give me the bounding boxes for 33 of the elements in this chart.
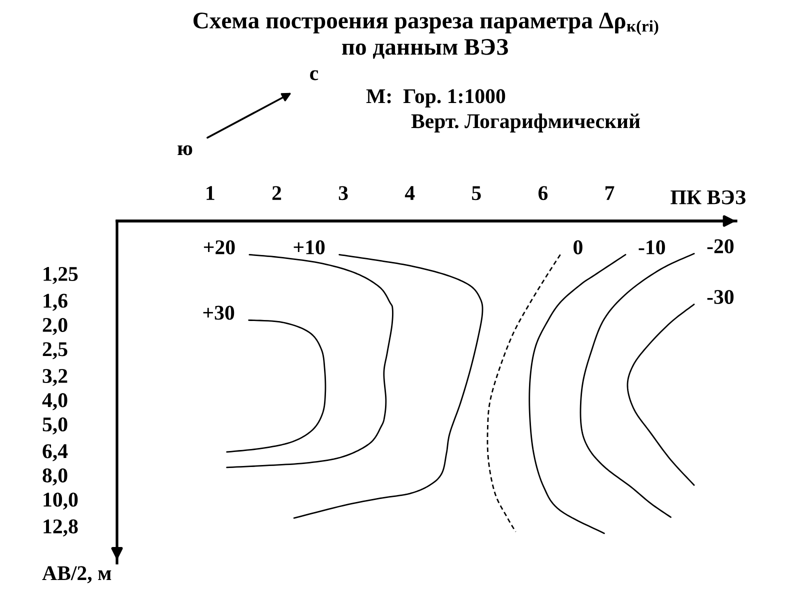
text: М: Гор. 1:1000 [366,89,506,108]
x-tick-label: 1 [206,186,214,200]
y-tick-label: 1,25 [44,267,78,284]
x-tick-label: 6 [538,186,548,200]
text: с [310,70,318,80]
y-tick-label: 4,0 [42,393,68,410]
x-tick-label: 5 [472,186,481,200]
series-label: 0 [574,240,582,254]
legend-label: -20 [707,239,734,254]
text: ю [178,145,192,156]
y-tick-label: 3,2 [42,369,68,386]
text: Верт. Логарифмический [411,114,640,132]
x-axis-title: ПК ВЭЗ [670,190,746,204]
chart-subtitle: по данным ВЭЗ [342,39,508,59]
y-tick-label: 12,8 [44,519,78,536]
y-tick-label: 8,0 [42,468,68,486]
y-tick-label: 2,5 [42,342,68,360]
series-label: -30 [707,290,734,304]
x-tick-label: 3 [338,186,348,200]
x-tick-label: 7 [606,186,614,200]
y-tick-label: 10,0 [44,492,78,510]
series-label: -10 [638,240,665,254]
y-axis-title: АВ/2, м [42,566,112,584]
x-tick-label: 4 [404,186,415,200]
y-tick-label: 1,6 [44,294,68,311]
x-tick-label: 2 [272,186,282,200]
y-tick-label: 2,0 [42,318,68,336]
series-label: +10 [294,240,325,254]
y-tick-label: 5,0 [42,417,68,434]
y-tick-label: 6,4 [42,444,68,462]
series-label: +30 [203,306,234,320]
chart-title: Схема построения разреза параметра Δρ$_{к(ri)}$ [194,12,658,36]
series-label: +20 [204,240,235,254]
